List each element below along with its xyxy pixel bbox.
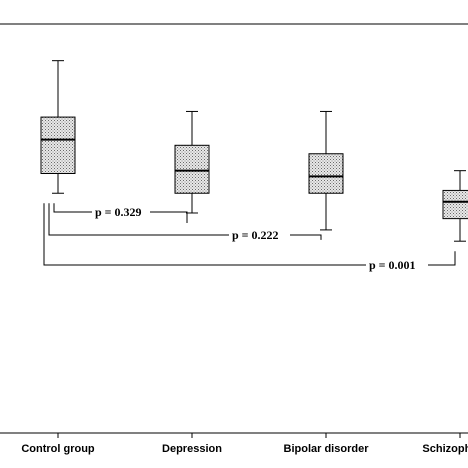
box-schizophrenia — [442, 189, 468, 220]
box-bipolar-disorder — [308, 153, 344, 194]
p-value-label-3: p = 0.001 — [369, 258, 416, 272]
comparison-bracket-left-2 — [48, 203, 229, 236]
comparison-bracket-left-1 — [53, 203, 92, 213]
comparison-bracket-right-2 — [290, 234, 322, 240]
x-tick-label-control-group: Control group — [21, 443, 95, 455]
box-depression — [174, 144, 210, 194]
comparison-bracket-right-3 — [428, 251, 456, 266]
box-control-group — [40, 116, 76, 174]
comparison-bracket-left-3 — [43, 203, 366, 266]
p-value-label-1: p = 0.329 — [95, 205, 142, 219]
p-value-label-2: p = 0.222 — [232, 228, 279, 242]
comparison-bracket-right-1 — [150, 211, 188, 223]
x-tick-label-depression: Depression — [162, 443, 222, 455]
x-tick-label-bipolar-disorder: Bipolar disorder — [284, 443, 370, 455]
x-tick-label-schizophrenia: Schizophrenia — [422, 443, 468, 455]
